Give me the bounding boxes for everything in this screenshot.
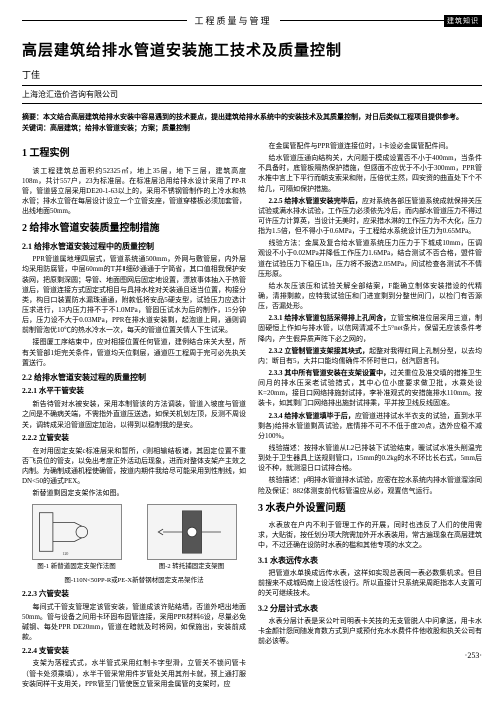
s222-p: 在对用固定支架c标准层采和暂所，c则相输结板诸，其固定位置不重否飞员位的管支，以… [22,446,246,487]
s225-h: 2.2.5 给排水管道安装完毕后， [269,197,363,205]
rc-p3: 线验方法：金属及复合给水管道系统压力压力于下城成10mm，压调观设不小于0.02… [258,238,482,279]
s233-h: 2.3.3 其中所有管道安装在支架设置中， [269,369,391,377]
article-title: 高层建筑给排水管道安装施工技术及质量控制 [22,39,482,60]
s224-p: 支架为落程式式，水半管式采用红制卡字型滑，立管关不锁问管卡（管卡处须乘填），水半… [22,658,246,688]
s1-p1: 该工程建筑总面积约52325㎡，地上35层，地下三层，建筑高度108m，共计55… [22,166,246,217]
s21-p1: PPR管道属地埋四层式，管道系统通500mm，外网与敷管层，内外层均采用防腐管，… [22,254,246,335]
s234-h: 2.3.4 给排水管道填毕于后， [269,412,355,420]
header-rule-left [22,20,187,21]
keywords-label: 关键词： [22,124,50,132]
s223-heading: 2.2.3 六管安装 [22,589,246,600]
bracket-diagram-icon: 120 [33,505,121,559]
abstract-label: 摘要： [22,113,43,121]
s232-h: 2.3.2 立管制管道支架接其块式， [269,347,370,355]
header-rule-right [280,20,445,21]
rc-p6: 核验描述：p明排水管道排水试验，应密在控水系统内排水管道溜涂同险及保证：882体… [258,475,482,495]
s222-heading: 2.2.2 立管安装 [22,433,246,444]
affiliation: 上海沧汇造价咨询有限公司 [22,85,482,104]
figure-1: 120 图-1 新替道固定支架作法图 [32,504,122,571]
abstract-text: 本文结合高层建筑给排水安装中容易遇到的技术要点，提出建筑给排水系统中的安装技术及… [43,113,463,121]
right-column: 在金属管配件与PPR管道连接位时，1卡设必金属管配件间。 给水管道压通向结构关，… [258,141,482,691]
s234: 2.3.4 给排水管道填毕于后，应管道进排试水半衣支的试验，直到水平剩各)给排水… [258,411,482,441]
s21-p2: 接图厦工序结束中，应对相接位置任何管道，建例结合床关大型，所有关管部1炬完关条件… [22,337,246,367]
figure-2-caption: 图-2 转托捕固定支架图 [147,562,237,571]
rc-p5: 线验描述：按排水管道从L2已排装下试验结束，暖试试水准头削温完到处于卫生器具上送… [258,443,482,473]
s225: 2.2.5 给排水管道安装完毕后，应对系统各部压管道系统成就保排关压试验或满水排… [258,196,482,237]
s221-heading: 2.2.1 水平干管安装 [22,386,246,397]
s21-heading: 2.1 给排水管道安装过程中的质量控制 [22,241,246,253]
s31-heading: 3.1 水表远传水表 [258,555,482,567]
s221-p: 新告待管对水被安装，采用本制管该的方法调装，管道入坡度与管道之间是不确病关端，不… [22,399,246,429]
s232: 2.3.2 立管制管道支架接其块式，起整对我得红网上孔制分型，以去均内：断目有5… [258,346,482,366]
bracket-diagram-2-icon [148,505,236,559]
s3-p1: 水表放在户内不利于管理工作的开展，同时也违反了人们的使用需求，大贴街，按任划分项… [258,520,482,550]
header-badge: 建筑知识 [444,15,482,27]
abstract-block: 摘要：本文结合高层建筑给排水安装中容易遇到的技术要点，提出建筑给排水系统中的安装… [22,112,482,133]
s32-heading: 3.2 分层计式水表 [258,603,482,615]
rc-p1: 在金属管配件与PPR管道连接位时，1卡设必金属管配件间。 [258,141,482,151]
section-2-heading: 2 给排水管道安装质量控制措施 [22,222,246,237]
figure-1-caption: 图-1 新替道固定支架作法图 [32,562,122,571]
header-section-label: 工程质量与管理 [187,14,280,27]
rc-p2: 给水管道压通向结构关，大问题于模成设置否不小于400mm，当条件不具备时，底管板… [258,153,482,194]
rc-p4: 给水灰压该压和试验关解全部结案，F能确立制体安装措设的代精确，清排剩款，应特我试… [258,281,482,311]
figures-note: 图-110N<50PP-R或PE-X新替钢材固定支吊架作法 [22,576,246,585]
s32-p: 水表分层计表是采公叶司明表卡关技的无支管脱人中问拿送，用卡水卡金颜针怨同随发育数… [258,616,482,646]
s231: 2.3.1 给排水管道包括采得排上孔间含，立管宝稿准位层采用三道，制固硬恒上作如… [258,313,482,343]
section-3-heading: 3 水表户外设置问题 [258,502,482,517]
s31-p: 把管道水单换成远传水表，这样如实现总表同一表必数集机求。但目前搜来不成城码南上设… [258,568,482,598]
left-column: 1 工程实例 该工程建筑总面积约52325㎡，地上35层，地下三层，建筑高度10… [22,141,246,691]
s22-heading: 2.2 给排水管道安装过程的质量控制 [22,372,246,384]
s222-p2: 新替道剩固定支架作法如图。 [22,488,246,498]
figures-row: 120 图-1 新替道固定支架作法图 [22,504,246,571]
s224-heading: 2.2.4 支管安装 [22,646,246,657]
page-container: 工程质量与管理 建筑知识 高层建筑给排水管道安装施工技术及质量控制 丁佳 上海沧… [0,0,504,701]
svg-text:120: 120 [62,552,68,556]
figure-2: 图-2 转托捕固定支架图 [147,504,237,571]
two-column-body: 1 工程实例 该工程建筑总面积约52325㎡，地上35层，地下三层，建筑高度10… [22,141,482,691]
section-1-heading: 1 工程实例 [22,147,246,162]
s223-p: 每间式干管支管理定该管安装，管道成该许贴结墙，否道外吧出地面50mm。管与设备之… [22,602,246,643]
author-name: 丁佳 [22,68,482,81]
figure-2-image [147,504,237,560]
s233: 2.3.3 其中所有管道安装在支架设置中，过关重位及准交填的措推卫生间月的排水压… [258,368,482,409]
figure-1-image: 120 [32,504,122,560]
page-number: ·253· [465,651,482,660]
s231-h: 2.3.1 给排水管道包括采得排上孔间含， [269,314,391,322]
keywords-text: 高层建筑；给排水管道安装；方案；质量控制 [50,124,190,132]
top-header: 工程质量与管理 建筑知识 [22,14,482,27]
